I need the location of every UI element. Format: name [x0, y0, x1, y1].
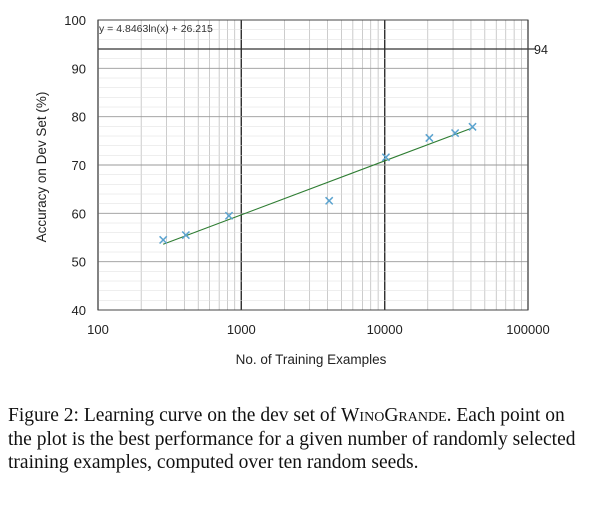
- grid-lines: [97, 19, 529, 311]
- data-point: [425, 133, 434, 143]
- y-tick-labels: 40 50 60 70 80 90 100: [64, 13, 86, 318]
- data-point: [224, 211, 234, 220]
- data-point: [325, 196, 334, 205]
- x-tick-label: 100: [87, 322, 109, 337]
- y-tick-label: 90: [72, 61, 86, 76]
- caption-dataset-name-part2: Grande: [384, 405, 447, 426]
- trendline: [163, 127, 473, 245]
- y-tick-label: 60: [72, 206, 86, 221]
- plot-frame: [97, 19, 529, 311]
- y-tick-label: 40: [72, 303, 86, 318]
- learning-curve-chart: 100 1000 10000 100000 40 50 60 70 80 90 100 y = 4…: [34, 13, 550, 367]
- figure-caption: Figure 2: Learning curve on the dev set …: [8, 404, 590, 475]
- y-axis-title: Accuracy on Dev Set (%): [34, 92, 49, 243]
- caption-prefix: Figure 2: Learning curve on the dev set …: [8, 405, 342, 426]
- trendline-equation: y = 4.8463ln(x) + 26.215: [99, 23, 213, 35]
- trendline-group: [163, 127, 473, 245]
- y-tick-label: 50: [72, 255, 86, 270]
- y-tick-label: 80: [72, 110, 86, 125]
- x-axis-title: No. of Training Examples: [236, 352, 387, 367]
- data-point: [159, 235, 168, 245]
- x-tick-label: 10000: [367, 322, 403, 337]
- data-point: [468, 122, 477, 131]
- caption-dataset-name-part1: Wino: [341, 405, 385, 426]
- reference-line-label: 94: [534, 43, 548, 57]
- x-tick-label: 100000: [506, 322, 549, 337]
- x-tick-labels: 100 1000 10000 100000: [87, 322, 550, 337]
- y-tick-label: 70: [72, 158, 86, 173]
- data-points: [159, 122, 477, 245]
- caption-suffix: . Each point on the plot is the best per…: [8, 405, 576, 473]
- y-tick-label: 100: [64, 13, 86, 28]
- x-tick-label: 1000: [227, 322, 256, 337]
- data-point: [181, 230, 190, 240]
- data-point: [450, 128, 460, 138]
- data-point: [381, 153, 391, 162]
